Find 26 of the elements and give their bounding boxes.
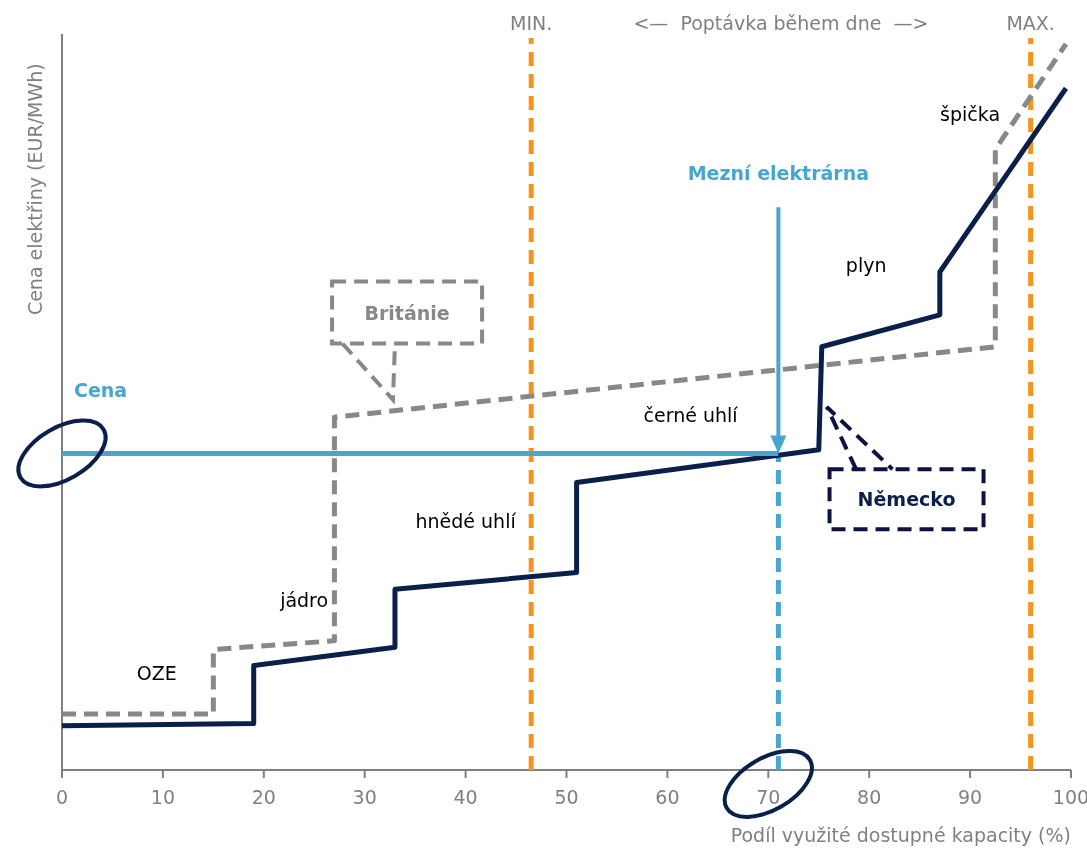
text: <— Poptávka během dne —> — [633, 12, 929, 34]
annotation: plyn — [845, 253, 887, 276]
text: Cena — [74, 379, 128, 402]
x-tick-label: 80 — [857, 786, 882, 808]
ref-line-label: MIN. — [510, 12, 553, 34]
x-tick-label: 20 — [251, 786, 276, 808]
annotation: jádro — [279, 589, 329, 612]
ref-line-label: Mezní elektrárna — [687, 161, 870, 184]
annotation: OZE — [136, 661, 177, 684]
x-tick-label: 50 — [554, 786, 579, 808]
x-tick-label: 90 — [958, 786, 983, 808]
annotation: černé uhlí — [643, 404, 739, 427]
x-tick-label: 10 — [150, 786, 175, 808]
text: Německo — [857, 488, 956, 511]
x-tick-label: 60 — [655, 786, 680, 808]
x-tick-label: 30 — [352, 786, 377, 808]
x-tick-label: 70 — [756, 786, 781, 808]
x-tick-label: 100 — [1052, 786, 1087, 808]
ref-line-label: MAX. — [1006, 12, 1055, 34]
x-tick-label: 0 — [55, 786, 69, 808]
text: Británie — [364, 301, 450, 324]
x-tick-label: 40 — [453, 786, 478, 808]
annotation: špička — [940, 102, 1001, 125]
annotation: hnědé uhlí — [415, 509, 517, 532]
y-axis-title: Cena elektřiny (EUR/MWh) — [24, 63, 46, 316]
x-axis-title: Podíl využité dostupné kapacity (%) — [730, 824, 1071, 846]
